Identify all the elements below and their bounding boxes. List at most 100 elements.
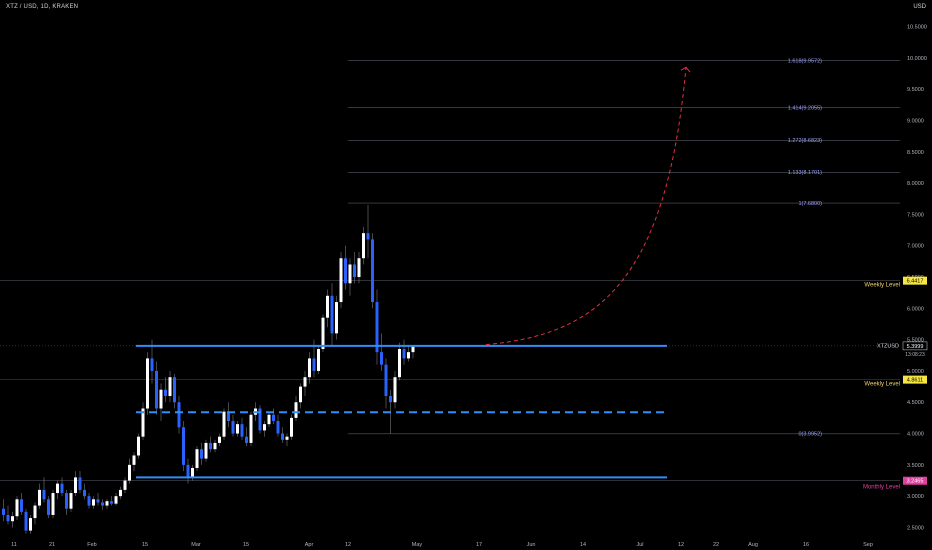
candle-body-18 xyxy=(83,489,86,497)
current-price-tag-bg xyxy=(902,341,928,351)
candle-body-59 xyxy=(267,414,271,425)
y-tick-label-2: 9.5000 xyxy=(907,87,924,93)
candle-body-78 xyxy=(353,264,356,277)
x-tick-label-17: Sep xyxy=(863,542,873,548)
x-tick-label-6: Apr xyxy=(305,542,314,548)
candle-body-77 xyxy=(348,264,352,284)
candle-body-11 xyxy=(51,493,55,515)
candle-body-74 xyxy=(335,302,338,334)
candle-body-75 xyxy=(339,258,343,303)
candle-body-84 xyxy=(380,352,383,365)
weekly-tag-bg-0 xyxy=(903,276,927,285)
candle-body-88 xyxy=(398,349,401,378)
candle-body-49 xyxy=(222,411,226,437)
weekly-label-0: Weekly Level xyxy=(864,283,900,289)
x-tick-label-11: 14 xyxy=(580,542,586,548)
candle-body-21 xyxy=(96,499,100,503)
candle-body-36 xyxy=(164,389,167,396)
x-tick-label-9: 17 xyxy=(476,542,482,548)
projection-arrowhead xyxy=(680,66,691,73)
candle-body-31 xyxy=(141,408,145,437)
candle-body-24 xyxy=(110,501,113,504)
candle-body-41 xyxy=(186,464,190,478)
candle-body-14 xyxy=(65,493,68,509)
candle-body-69 xyxy=(312,358,316,371)
x-tick-label-5: 15 xyxy=(243,542,249,548)
x-tick-label-1: 21 xyxy=(49,542,55,548)
current-price-countdown: 13:08:23 xyxy=(905,352,925,358)
y-tick-label-4: 8.5000 xyxy=(907,150,924,156)
x-tick-label-12: Jul xyxy=(636,542,643,548)
y-tick-label-0: 10.5000 xyxy=(907,25,927,31)
candle-body-71 xyxy=(321,317,325,350)
x-tick-label-15: Aug xyxy=(748,542,758,548)
candle-body-73 xyxy=(330,295,334,334)
candle-body-4 xyxy=(20,499,23,512)
y-tick-label-9: 6.0000 xyxy=(907,306,924,312)
candle-body-6 xyxy=(29,518,32,531)
candle-body-85 xyxy=(384,364,388,396)
candle-body-47 xyxy=(213,442,217,450)
candle-body-82 xyxy=(371,239,374,303)
y-tick-label-6: 7.5000 xyxy=(907,212,924,218)
x-tick-label-3: 15 xyxy=(142,542,148,548)
candle-body-86 xyxy=(389,395,392,403)
y-tick-label-7: 7.0000 xyxy=(907,244,924,250)
candle-body-25 xyxy=(114,496,118,504)
candle-body-2 xyxy=(11,516,14,522)
candle-body-8 xyxy=(38,489,41,506)
candle-body-68 xyxy=(308,358,311,378)
candle-body-30 xyxy=(137,436,140,456)
candle-body-70 xyxy=(317,349,320,371)
fib-label-2: 1.272(8.6823) xyxy=(788,138,822,144)
y-tick-label-10: 5.5000 xyxy=(907,338,924,344)
candle-body-15 xyxy=(69,493,73,509)
x-tick-label-13: 12 xyxy=(678,542,684,548)
candle-body-39 xyxy=(177,402,181,428)
monthly-label: Monthly Level xyxy=(863,485,900,491)
candle-body-63 xyxy=(285,436,289,440)
monthly-tag: 3.2465 xyxy=(907,479,924,485)
candle-body-33 xyxy=(150,358,154,371)
x-tick-label-8: May xyxy=(412,542,423,548)
candle-body-54 xyxy=(245,436,248,443)
candle-body-34 xyxy=(155,370,158,409)
candle-body-9 xyxy=(42,489,46,500)
candle-body-1 xyxy=(6,514,10,522)
candle-body-12 xyxy=(56,483,59,494)
candle-body-27 xyxy=(123,480,127,490)
candle-body-48 xyxy=(218,436,221,443)
candle-body-7 xyxy=(33,505,37,519)
candle-body-35 xyxy=(159,389,163,409)
x-tick-label-0: 11 xyxy=(11,542,17,548)
fib-label-3: 1.133(8.1701) xyxy=(788,170,822,176)
weekly-tag-0: 6.4417 xyxy=(907,279,924,285)
candle-body-53 xyxy=(240,424,244,437)
candle-body-90 xyxy=(407,352,410,359)
candle-body-89 xyxy=(402,349,406,359)
candle-body-46 xyxy=(209,442,212,450)
candle-body-20 xyxy=(92,499,95,506)
candle-body-43 xyxy=(195,449,199,468)
candle-body-83 xyxy=(375,302,379,353)
candle-body-67 xyxy=(303,377,307,387)
fib-label-5: 0(3.9952) xyxy=(798,432,822,438)
candle-body-87 xyxy=(393,377,397,403)
fib-label-1: 1.414(9.2055) xyxy=(788,105,822,111)
fib-label-4: 1(7.6800) xyxy=(798,201,822,207)
candle-body-3 xyxy=(15,499,19,517)
weekly-label-1: Weekly Level xyxy=(864,382,900,388)
candle-body-44 xyxy=(200,449,203,459)
candle-body-55 xyxy=(249,414,253,443)
x-tick-label-14: 22 xyxy=(713,542,719,548)
candle-body-76 xyxy=(344,258,347,284)
candle-body-80 xyxy=(362,233,365,259)
candle-body-61 xyxy=(276,421,280,434)
candle-body-40 xyxy=(182,427,185,465)
candle-body-19 xyxy=(87,496,91,506)
y-tick-label-1: 10.0000 xyxy=(907,56,927,62)
candle-body-72 xyxy=(326,295,329,318)
y-tick-label-16: 2.5000 xyxy=(907,525,924,531)
fib-label-0: 1.618(9.9572) xyxy=(788,58,822,64)
